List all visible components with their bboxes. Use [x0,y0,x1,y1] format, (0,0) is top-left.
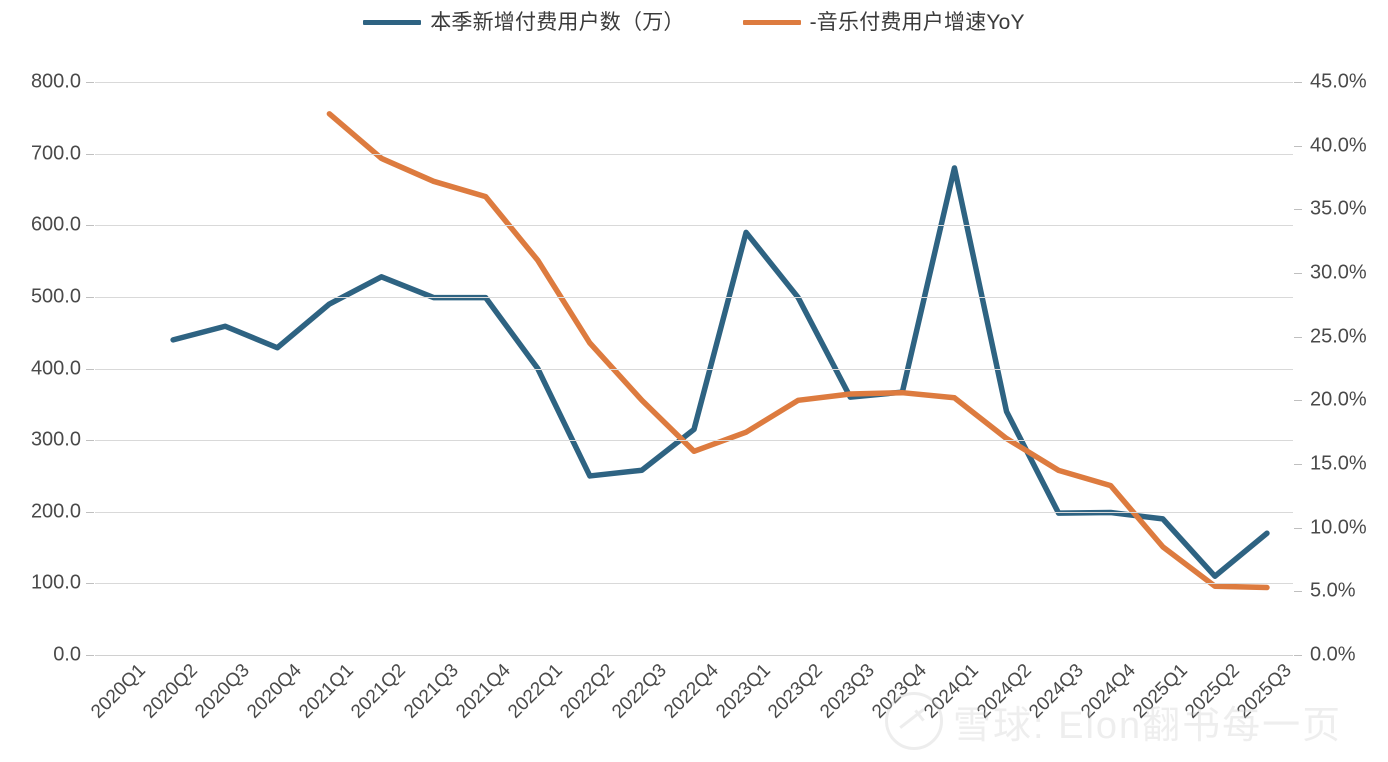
legend-item-1[interactable]: -音乐付费用户增速YoY [742,11,1025,34]
y-axis-right-tick: 20.0% [1310,388,1367,411]
y-axis-left-tick: 400.0 [30,357,81,379]
legend-line-swatch-icon [363,20,422,25]
y-axis-left-tick: 800.0 [30,70,81,93]
y-axis-right-tickmark [1294,655,1302,656]
y-axis-left-tick: 300.0 [30,428,81,451]
series-line-new-paying-users [170,165,1270,579]
y-axis-left-tickmark [86,225,94,227]
y-axis-left-tickmark [86,82,94,83]
y-axis-right-tickmark [1294,209,1302,211]
gridline [95,583,1293,585]
y-axis-right-tickmark [1294,400,1302,402]
y-axis-right-tickmark [1294,82,1302,83]
gridline [95,440,1293,442]
y-axis-right-tickmark [1294,464,1302,465]
y-axis-right-tickmark [1294,273,1302,274]
y-axis-right-tick: 30.0% [1310,261,1367,284]
legend-item-label: 本季新增付费用户数（万） [430,11,685,34]
y-axis-left-tickmark [86,511,94,513]
gridline [95,225,1293,227]
y-axis-left-tickmark [86,296,94,298]
y-axis-right-tick: 40.0% [1310,134,1367,157]
y-axis-right-tick: 0.0% [1310,643,1356,666]
y-axis-right-tick: 15.0% [1310,452,1367,475]
y-axis-left-tickmark [86,583,94,585]
y-axis-right-tickmark [1294,591,1302,593]
y-axis-right-tick: 25.0% [1310,325,1367,348]
y-axis-left-tick: 700.0 [30,142,81,165]
y-axis-right-tick: 5.0% [1310,579,1356,602]
gridline [95,153,1293,155]
y-axis-right-tickmark [1294,336,1302,338]
y-axis-right-tickmark [1294,145,1302,147]
plot-area [95,82,1293,656]
gridline [95,82,1293,83]
legend-item-0[interactable]: 本季新增付费用户数（万） [363,12,684,33]
series-line-yoy-growth [326,111,1270,591]
chart-legend: 本季新增付费用户数（万） -音乐付费用户增速YoY [0,12,1388,33]
gridline [95,655,1293,656]
y-axis-right-tickmark [1294,527,1302,529]
gridline [95,368,1293,370]
y-axis-right-tick: 45.0% [1310,70,1367,93]
y-axis-left-tickmark [86,368,94,370]
series-lines [170,111,1270,591]
y-axis-left-tickmark [86,153,94,155]
y-axis-left-tick: 200.0 [30,500,81,523]
y-axis-left-tickmark [86,655,94,656]
y-axis-left-tick: 0.0 [53,643,81,666]
legend-line-swatch-icon [742,20,801,25]
legend-item-label: -音乐付费用户增速YoY [809,11,1025,34]
y-axis-left-tick: 500.0 [30,285,81,308]
y-axis-right-tick: 10.0% [1310,516,1367,539]
y-axis-right-tick: 35.0% [1310,197,1367,220]
gridline [95,511,1293,513]
y-axis-left-tick: 100.0 [30,571,81,594]
y-axis-left-tick: 600.0 [30,213,81,236]
gridline [95,296,1293,298]
y-axis-left-tickmark [86,440,94,442]
x-axis-labels: 2020Q1 2020Q2 2020Q3 2020Q4 2021Q1 2021Q2 2021… [87,660,1296,760]
